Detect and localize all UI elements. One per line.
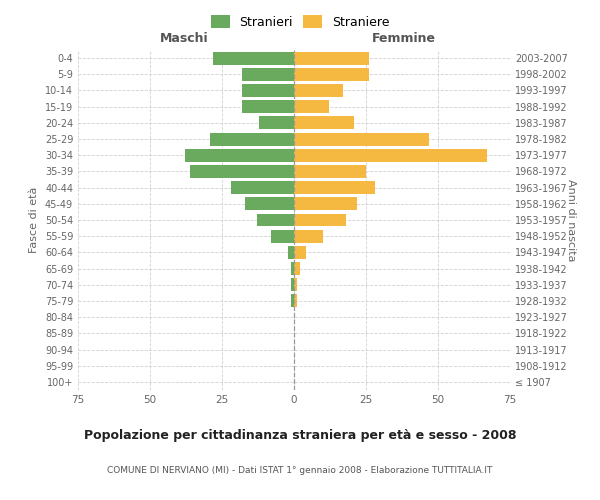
Bar <box>294 262 300 275</box>
Text: Maschi: Maschi <box>160 32 209 45</box>
Text: COMUNE DI NERVIANO (MI) - Dati ISTAT 1° gennaio 2008 - Elaborazione TUTTITALIA.I: COMUNE DI NERVIANO (MI) - Dati ISTAT 1° … <box>107 466 493 475</box>
Bar <box>288 246 294 259</box>
Bar <box>245 198 294 210</box>
Bar <box>294 230 323 242</box>
Bar <box>294 165 366 178</box>
Bar <box>242 84 294 97</box>
Bar <box>214 52 294 64</box>
Bar <box>242 68 294 81</box>
Bar <box>257 214 294 226</box>
Bar <box>294 149 487 162</box>
Y-axis label: Fasce di età: Fasce di età <box>29 187 39 253</box>
Bar <box>190 165 294 178</box>
Bar <box>294 278 297 291</box>
Bar <box>259 116 294 130</box>
Bar <box>294 116 355 130</box>
Bar <box>242 100 294 113</box>
Bar <box>230 181 294 194</box>
Text: Popolazione per cittadinanza straniera per età e sesso - 2008: Popolazione per cittadinanza straniera p… <box>84 430 516 442</box>
Y-axis label: Anni di nascita: Anni di nascita <box>566 179 576 261</box>
Bar <box>294 246 305 259</box>
Bar <box>294 84 343 97</box>
Bar <box>294 214 346 226</box>
Bar <box>294 198 358 210</box>
Bar <box>294 132 430 145</box>
Bar <box>211 132 294 145</box>
Bar <box>291 294 294 308</box>
Bar <box>294 52 369 64</box>
Bar <box>294 68 369 81</box>
Legend: Stranieri, Straniere: Stranieri, Straniere <box>207 11 393 32</box>
Bar <box>271 230 294 242</box>
Bar <box>291 262 294 275</box>
Bar <box>294 100 329 113</box>
Bar <box>294 181 374 194</box>
Bar <box>185 149 294 162</box>
Bar <box>291 278 294 291</box>
Text: Femmine: Femmine <box>371 32 436 45</box>
Bar <box>294 294 297 308</box>
